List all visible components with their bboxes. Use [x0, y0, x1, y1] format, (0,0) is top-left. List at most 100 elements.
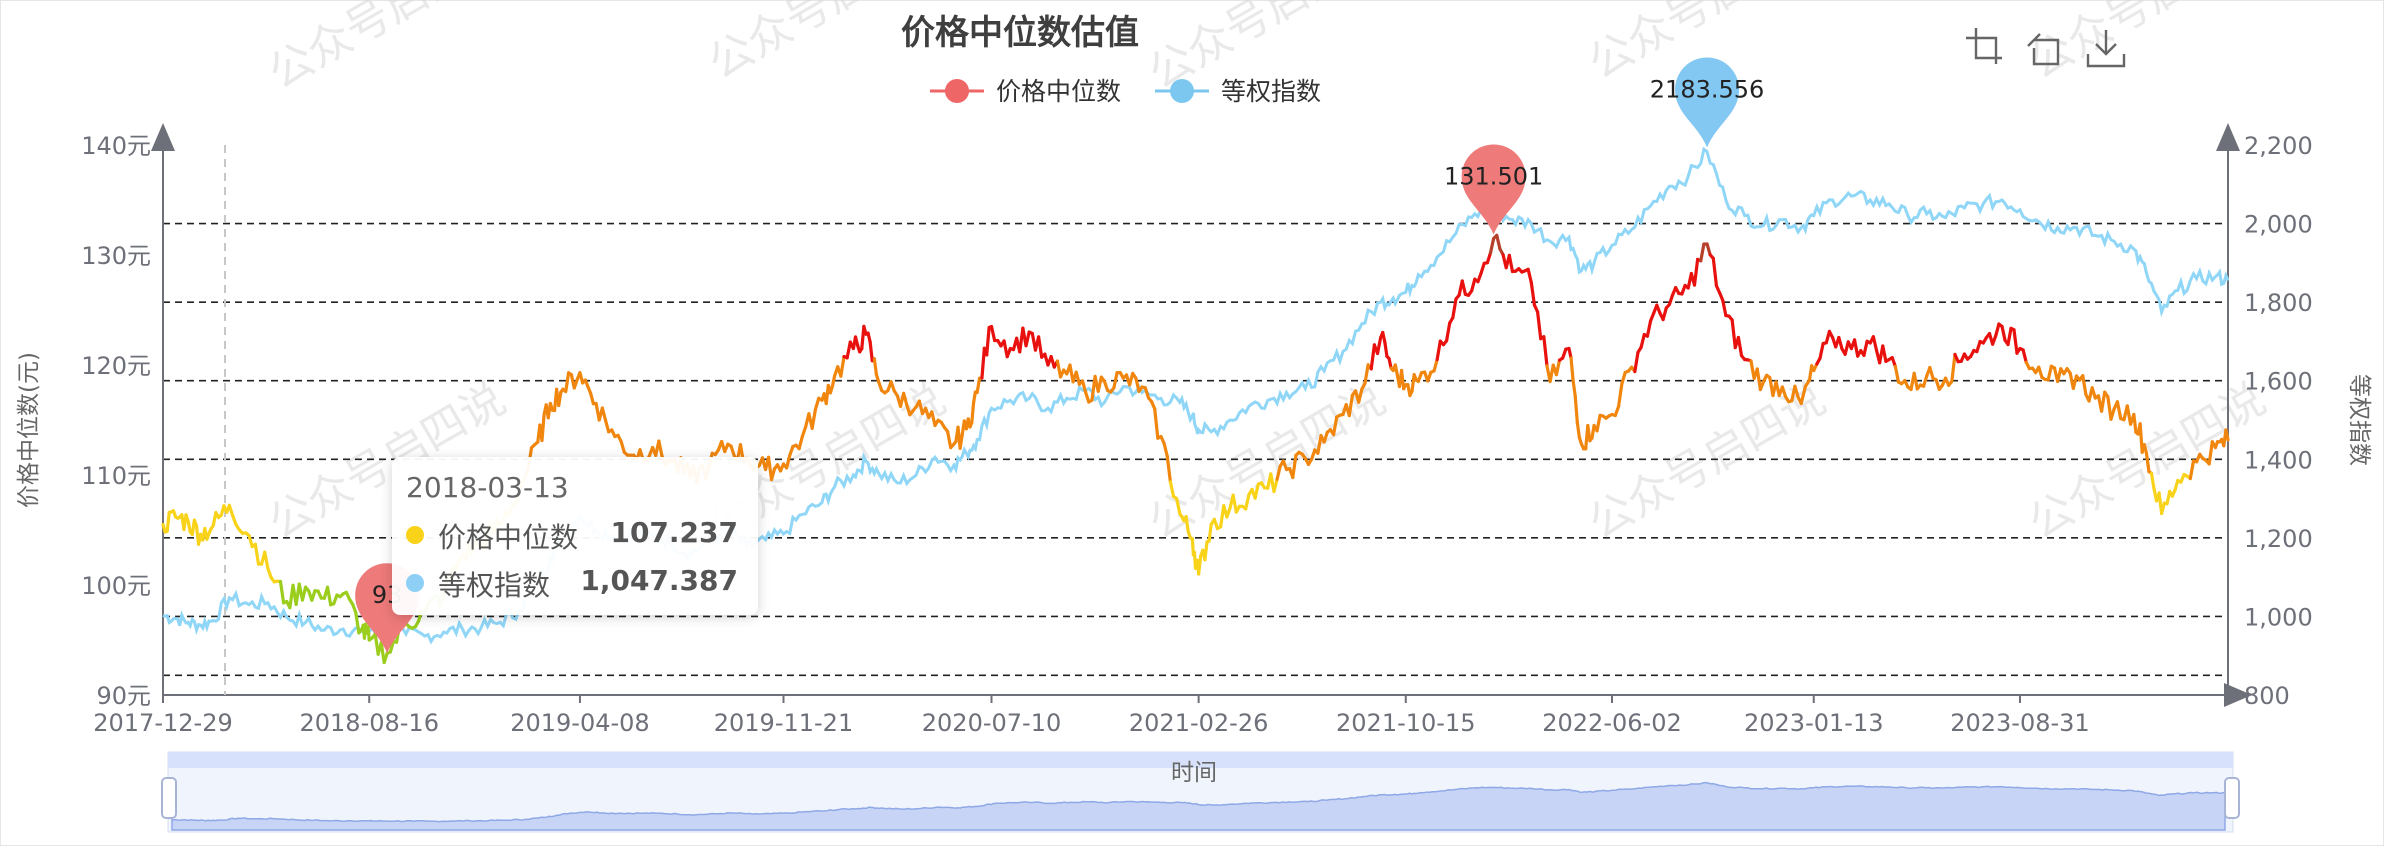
zoom-handle-right[interactable] — [2224, 777, 2240, 819]
series-median-segment — [657, 439, 664, 458]
series-median-segment — [1928, 365, 1935, 380]
series-median-segment — [1347, 393, 1355, 418]
series-median-segment — [729, 444, 736, 458]
x-tick-label: 2022-06-02 — [1542, 709, 1681, 737]
series-median-segment — [1460, 279, 1467, 296]
legend-item-index[interactable]: 等权指数 — [1155, 77, 1321, 106]
series-median-segment — [1852, 338, 1860, 358]
series-median-segment — [1529, 280, 1537, 307]
series-median-segment — [813, 396, 821, 411]
series-median-segment — [1184, 515, 1190, 533]
series-median-segment — [1818, 341, 1825, 360]
series-median-segment — [1231, 493, 1238, 514]
x-tick-label: 2019-04-08 — [510, 709, 649, 737]
series-median-segment — [1575, 420, 1582, 440]
series-median-segment — [564, 371, 571, 394]
series-median-segment — [278, 579, 286, 605]
series-median-segment — [989, 324, 997, 343]
series-median-segment — [186, 519, 192, 534]
series-median-segment — [1495, 233, 1502, 251]
series-median-segment — [603, 418, 611, 434]
tooltip-date: 2018-03-13 — [406, 471, 569, 504]
legend-symbol-index — [1170, 79, 1194, 103]
series-median-segment — [1721, 298, 1728, 318]
y-axis-left-title: 价格中位数(元) — [16, 352, 42, 508]
legend-label-median: 价格中位数 — [996, 77, 1121, 106]
series-median-segment — [1755, 367, 1762, 392]
series-median-segment — [388, 639, 396, 654]
series-median-segment — [1363, 363, 1370, 386]
zoom-handle-left[interactable] — [161, 777, 177, 819]
series-median-segment — [1535, 310, 1543, 341]
series-median-segment — [1569, 356, 1575, 383]
series-median-segment — [1291, 453, 1298, 480]
legend[interactable]: 价格中位数 等权指数 — [930, 77, 1321, 106]
grid-lines — [163, 222, 2228, 677]
series-median-segment — [1639, 332, 1646, 349]
series-median-segment — [1567, 346, 1573, 360]
series-median-segment — [253, 542, 261, 566]
series-median-segment — [619, 440, 626, 454]
download-icon[interactable] — [2084, 26, 2128, 70]
x-axis-title: 时间 — [1171, 760, 1217, 786]
series-median-segment — [985, 326, 991, 357]
series-median-segment — [2037, 365, 2044, 379]
y-right-tick-label: 1,400 — [2244, 446, 2313, 474]
series-median-segment — [1711, 256, 1719, 288]
zoom-select-icon[interactable] — [1964, 26, 2008, 70]
mark-max-index-label: 2183.556 — [1650, 75, 1765, 103]
series-median-segment — [1393, 363, 1399, 377]
y-axis-left-arrow — [151, 123, 175, 151]
series-median-segment — [1542, 335, 1549, 368]
series-median-segment — [1375, 335, 1383, 356]
series-median-segment — [1275, 464, 1282, 481]
series-index-line — [162, 146, 2230, 645]
series-median-segment — [800, 425, 808, 439]
series-median-segment — [2144, 451, 2151, 474]
series-median-segment — [1586, 424, 1592, 443]
series-median-segment — [1165, 454, 1172, 484]
series-median-segment — [2160, 501, 2166, 516]
x-tick-label: 2019-11-21 — [714, 709, 853, 737]
series-median-segment — [1322, 430, 1329, 444]
series-median-segment — [354, 611, 361, 635]
series-median-segment — [2071, 374, 2079, 390]
series-median-segment — [382, 651, 389, 665]
series-median-segment — [1633, 350, 1640, 374]
series-median-segment — [872, 357, 879, 377]
series-median-segment — [1705, 242, 1712, 257]
legend-label-index: 等权指数 — [1221, 77, 1321, 106]
series-median-segment — [980, 346, 986, 380]
series-median-segment — [2207, 440, 2214, 466]
series-median-segment — [1175, 497, 1182, 516]
series-median-segment — [325, 585, 333, 607]
series-median-segment — [589, 391, 595, 406]
y-left-tick-label: 130元 — [81, 242, 151, 270]
chart-title: 价格中位数估值 — [901, 13, 1139, 53]
series-median-segment — [1096, 375, 1103, 393]
series-median-segment — [1168, 480, 1176, 498]
series-median-segment — [2081, 374, 2088, 397]
zoom-reset-icon[interactable] — [2024, 26, 2068, 70]
series-median-segment — [2006, 326, 2013, 347]
y-left-tick-label: 100元 — [81, 572, 151, 600]
legend-item-median[interactable]: 价格中位数 — [930, 77, 1121, 106]
series-median-segment — [1253, 482, 1260, 500]
series-median-segment — [1479, 261, 1486, 275]
series-median-segment — [769, 467, 777, 482]
series-median-segment — [231, 513, 238, 527]
y-right-tick-label: 1,200 — [2244, 525, 2313, 553]
tooltip-value-median: 107.237 — [610, 516, 738, 549]
series-median-segment — [2090, 386, 2097, 400]
zoom-top-bar[interactable] — [168, 752, 2233, 768]
series-median-segment — [1134, 376, 1141, 393]
data-zoom-slider[interactable]: 时间 — [161, 751, 2240, 833]
series-median-segment — [165, 510, 171, 533]
series-median-segment — [1381, 330, 1387, 344]
mark-max-median-shape — [1461, 144, 1526, 235]
y-axis-right-title: 等权指数 — [2346, 374, 2372, 466]
series-median-segment — [1316, 433, 1323, 455]
x-tick-label: 2018-08-16 — [299, 709, 438, 737]
series-median-segment — [1871, 335, 1879, 352]
series-median-segment — [1470, 277, 1477, 293]
